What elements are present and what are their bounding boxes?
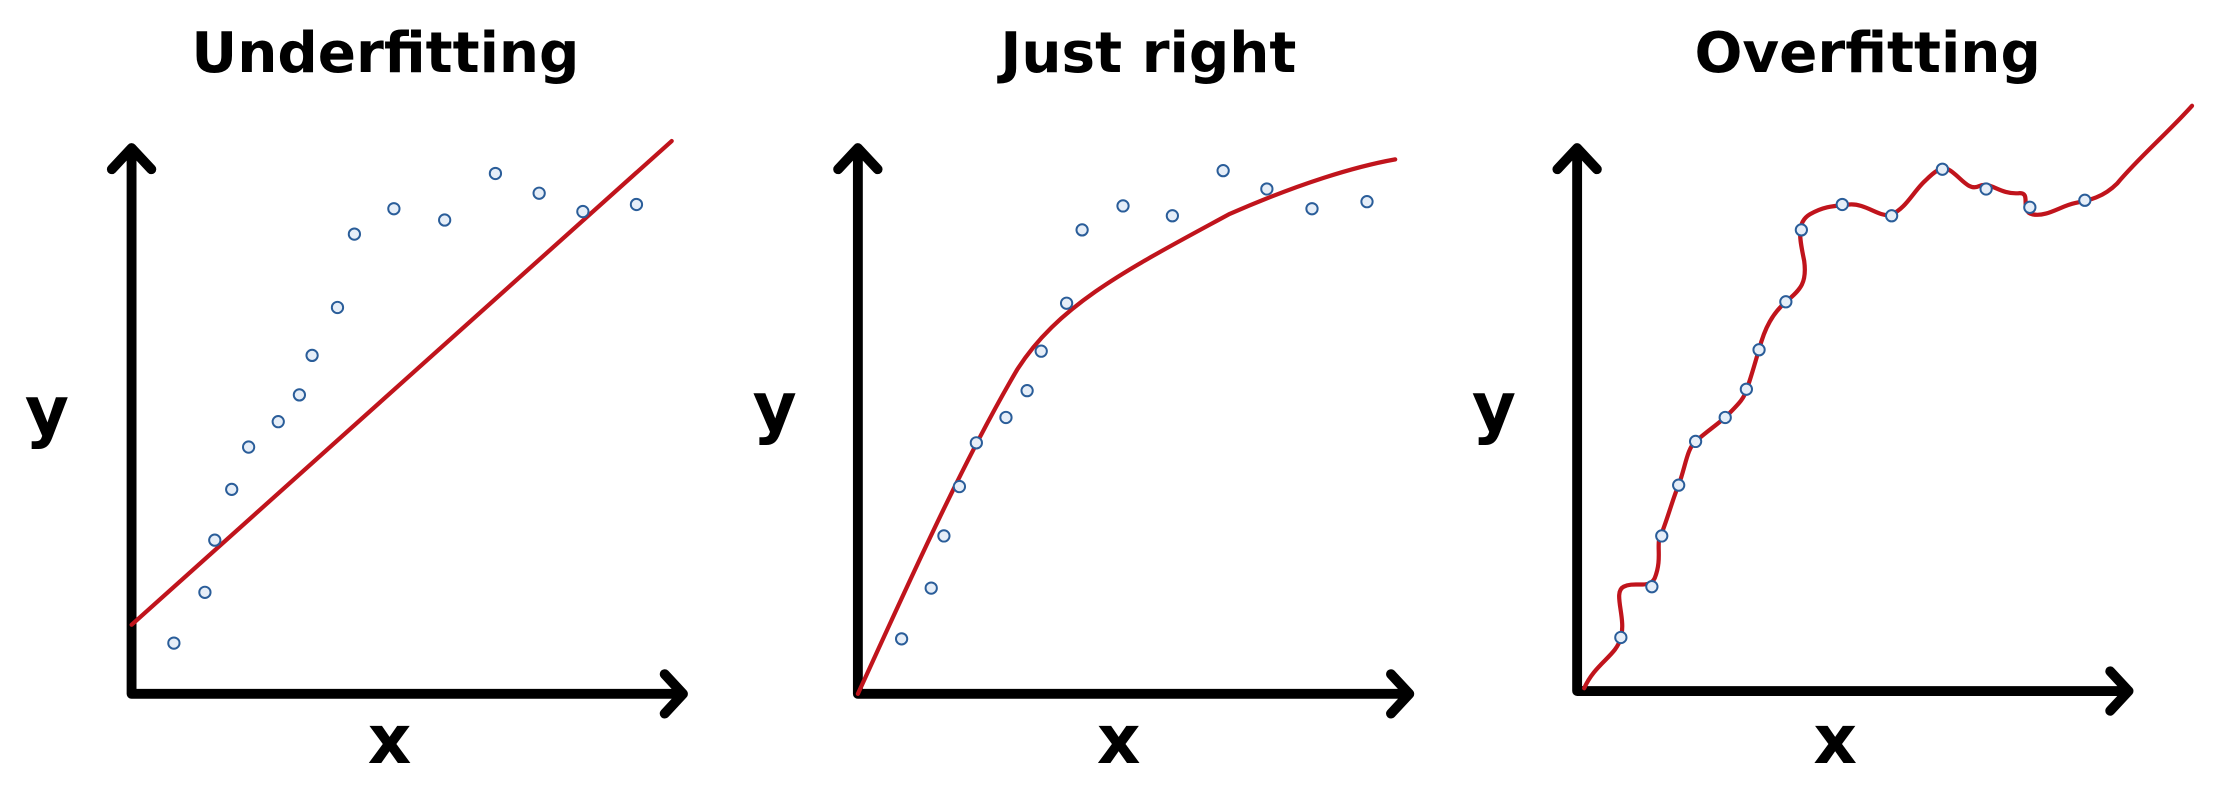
point <box>1614 630 1628 645</box>
point <box>1688 434 1703 449</box>
x-label: x <box>368 700 412 779</box>
point <box>1655 529 1669 543</box>
panel: Overfitting y x <box>1472 21 2195 779</box>
point <box>1935 162 1950 176</box>
y-label: y <box>753 367 797 446</box>
points <box>167 166 644 650</box>
point <box>271 415 285 429</box>
point <box>198 585 212 599</box>
point <box>305 348 319 363</box>
point <box>1216 164 1230 178</box>
point <box>1059 296 1074 310</box>
point <box>225 482 239 497</box>
point <box>894 632 909 646</box>
point <box>208 533 222 547</box>
y-label: y <box>25 372 69 451</box>
point <box>1794 223 1808 237</box>
panel-title: Just right <box>996 21 1296 86</box>
point <box>292 388 307 402</box>
panel-title: Overfitting <box>1694 21 2040 86</box>
axes <box>833 143 1415 719</box>
point <box>629 197 644 212</box>
point <box>1835 197 1849 212</box>
fit-line <box>129 138 674 627</box>
point <box>1075 223 1089 237</box>
point <box>952 479 967 494</box>
point <box>1020 384 1034 398</box>
point <box>1645 580 1659 594</box>
point <box>969 436 983 450</box>
point <box>999 410 1013 425</box>
point <box>1979 182 1993 196</box>
x-label: x <box>1813 700 1857 779</box>
point <box>1116 199 1130 213</box>
point <box>2023 200 2037 214</box>
point <box>1034 344 1048 358</box>
panel-title: Underfitting <box>191 21 579 86</box>
point <box>1260 182 1274 196</box>
panel: Just right y x <box>753 21 1415 779</box>
point <box>532 186 546 200</box>
point <box>2078 193 2092 207</box>
points <box>1614 162 2092 645</box>
point <box>488 166 503 181</box>
fit-curve <box>855 157 1398 696</box>
point <box>1305 202 1319 216</box>
point <box>330 300 345 315</box>
point <box>1718 410 1732 425</box>
point <box>241 440 256 454</box>
point <box>1672 478 1686 492</box>
point <box>387 202 401 216</box>
point <box>576 204 590 219</box>
point <box>1752 343 1766 357</box>
point <box>167 636 181 650</box>
y-label: y <box>1472 367 1516 446</box>
point <box>937 529 951 543</box>
fit-curve <box>1582 103 2195 691</box>
point <box>347 227 362 241</box>
point <box>1739 382 1753 396</box>
axes <box>1552 143 2134 716</box>
point <box>1360 195 1374 209</box>
panel: Underfitting y x <box>25 21 688 779</box>
point <box>924 581 938 595</box>
point <box>438 213 452 227</box>
x-label: x <box>1097 700 1141 779</box>
point <box>1884 209 1899 223</box>
points <box>894 164 1374 646</box>
point <box>1779 295 1793 309</box>
axes <box>106 143 688 719</box>
point <box>1165 209 1180 223</box>
